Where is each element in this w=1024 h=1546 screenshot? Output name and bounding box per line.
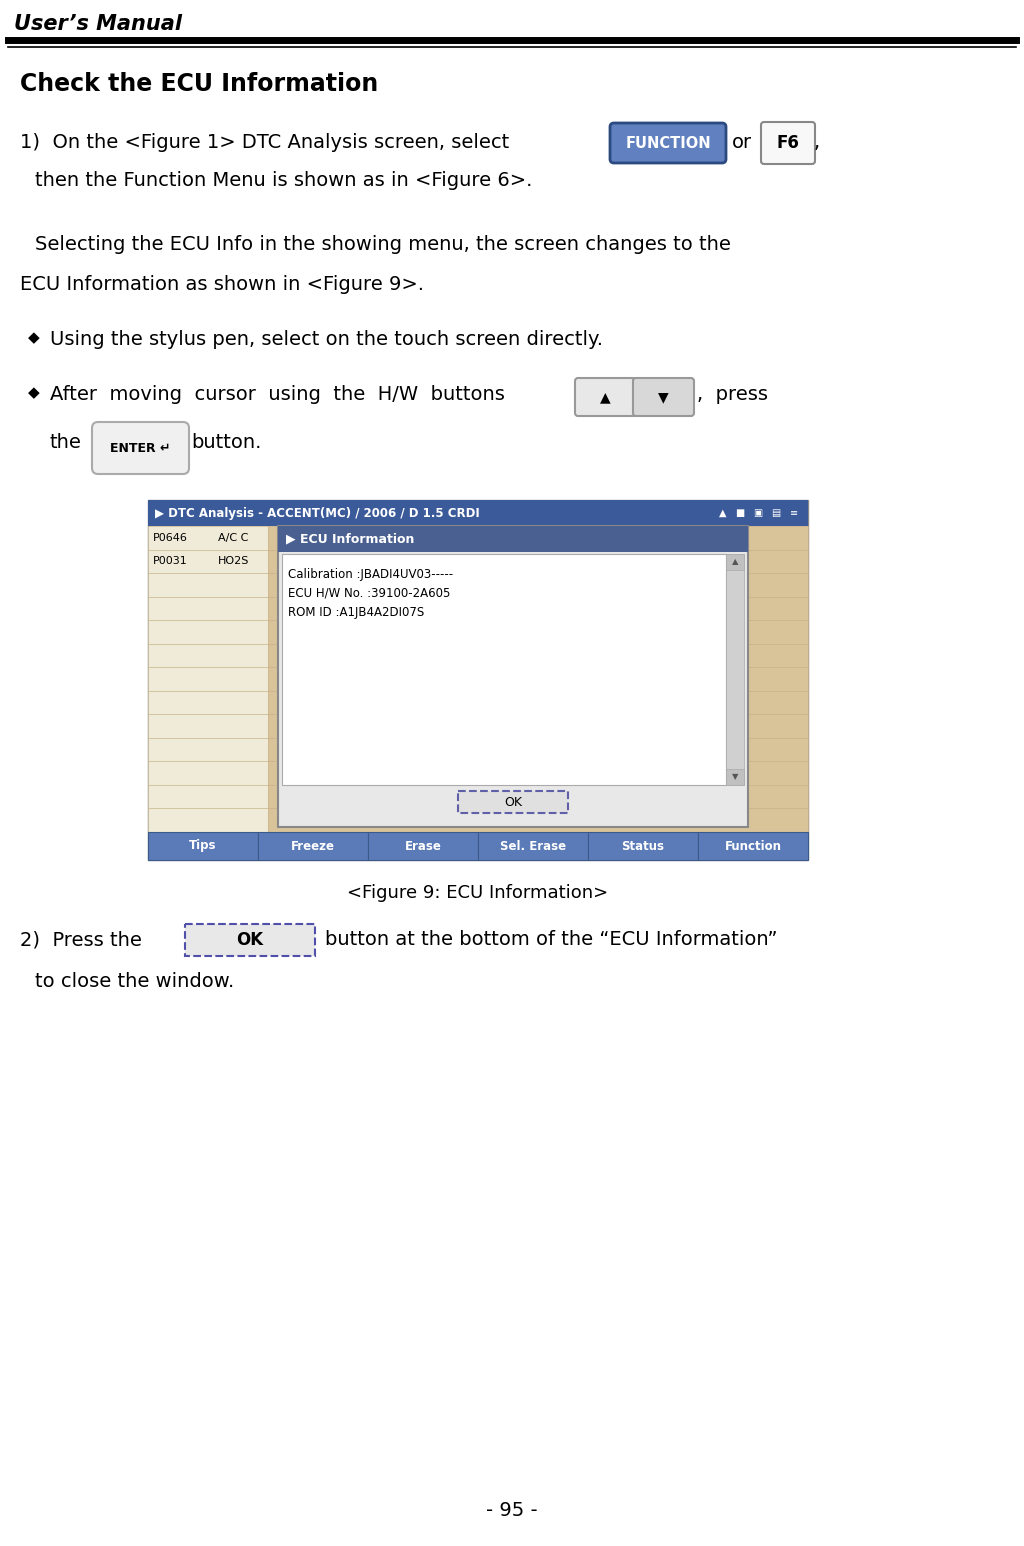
- Bar: [258, 832, 368, 860]
- Bar: [726, 768, 744, 785]
- Bar: [148, 643, 268, 668]
- Text: ≡: ≡: [790, 509, 798, 518]
- Text: Erase: Erase: [404, 839, 441, 852]
- FancyBboxPatch shape: [633, 379, 694, 416]
- Bar: [268, 574, 808, 597]
- FancyBboxPatch shape: [575, 379, 636, 416]
- Bar: [268, 620, 808, 643]
- Text: Check the ECU Information: Check the ECU Information: [20, 73, 378, 96]
- Text: P0031: P0031: [153, 557, 187, 566]
- Text: ▲: ▲: [719, 509, 726, 518]
- Bar: [148, 597, 268, 620]
- Text: ▣: ▣: [753, 509, 762, 518]
- Text: then the Function Menu is shown as in <Figure 6>.: then the Function Menu is shown as in <F…: [35, 172, 532, 190]
- Text: F6: F6: [776, 135, 800, 152]
- Bar: [268, 668, 808, 691]
- Text: Calibration :JBADI4UV03-----: Calibration :JBADI4UV03-----: [288, 567, 454, 581]
- Text: ◆: ◆: [28, 385, 40, 400]
- Text: Tips: Tips: [189, 839, 217, 852]
- Bar: [148, 691, 268, 714]
- Bar: [148, 574, 268, 597]
- Bar: [726, 553, 744, 570]
- Bar: [278, 526, 748, 827]
- Text: After  moving  cursor  using  the  H/W  buttons: After moving cursor using the H/W button…: [50, 385, 505, 404]
- Bar: [588, 832, 698, 860]
- Text: ▶ DTC Analysis - ACCENT(MC) / 2006 / D 1.5 CRDI: ▶ DTC Analysis - ACCENT(MC) / 2006 / D 1…: [155, 507, 480, 519]
- Text: ECU H/W No. :39100-2A605: ECU H/W No. :39100-2A605: [288, 587, 451, 600]
- Bar: [148, 785, 268, 809]
- Bar: [282, 553, 726, 785]
- Bar: [148, 714, 268, 737]
- Bar: [268, 785, 808, 809]
- Bar: [148, 832, 258, 860]
- FancyBboxPatch shape: [761, 122, 815, 164]
- Bar: [698, 832, 808, 860]
- Bar: [268, 549, 808, 574]
- Bar: [148, 809, 268, 832]
- Bar: [268, 761, 808, 785]
- Bar: [268, 809, 808, 832]
- Text: 1)  On the <Figure 1> DTC Analysis screen, select: 1) On the <Figure 1> DTC Analysis screen…: [20, 133, 509, 152]
- Bar: [268, 597, 808, 620]
- Text: <Figure 9: ECU Information>: <Figure 9: ECU Information>: [347, 884, 608, 901]
- Text: button.: button.: [191, 433, 261, 451]
- Text: ◆: ◆: [28, 329, 40, 345]
- Text: Selecting the ECU Info in the showing menu, the screen changes to the: Selecting the ECU Info in the showing me…: [35, 235, 731, 254]
- Text: Freeze: Freeze: [291, 839, 335, 852]
- Bar: [458, 792, 568, 813]
- Text: ▼: ▼: [732, 773, 738, 781]
- Text: HO2S: HO2S: [218, 557, 250, 566]
- Text: ■: ■: [735, 509, 744, 518]
- Bar: [726, 553, 744, 785]
- Bar: [268, 737, 808, 761]
- Bar: [148, 668, 268, 691]
- Bar: [268, 643, 808, 668]
- Bar: [268, 691, 808, 714]
- Bar: [148, 549, 268, 574]
- Text: OK: OK: [504, 796, 522, 809]
- Bar: [368, 832, 478, 860]
- Bar: [185, 925, 315, 955]
- Text: ROM ID :A1JB4A2DI07S: ROM ID :A1JB4A2DI07S: [288, 606, 424, 618]
- Text: Function: Function: [725, 839, 781, 852]
- Text: ▲: ▲: [600, 390, 610, 404]
- FancyBboxPatch shape: [92, 422, 189, 475]
- Bar: [268, 526, 808, 549]
- Bar: [148, 620, 268, 643]
- Text: the: the: [50, 433, 82, 451]
- Text: ▤: ▤: [771, 509, 780, 518]
- Bar: [148, 499, 808, 526]
- Text: P0646: P0646: [153, 533, 187, 543]
- Text: or: or: [732, 133, 752, 152]
- Bar: [478, 832, 588, 860]
- Bar: [148, 499, 808, 860]
- Text: button at the bottom of the “ECU Information”: button at the bottom of the “ECU Informa…: [325, 931, 777, 949]
- Bar: [278, 526, 748, 552]
- Text: to close the window.: to close the window.: [35, 972, 234, 991]
- Text: 2)  Press the: 2) Press the: [20, 931, 142, 949]
- Text: FUNCTION: FUNCTION: [626, 136, 711, 150]
- Text: User’s Manual: User’s Manual: [14, 14, 182, 34]
- Text: ▼: ▼: [658, 390, 669, 404]
- Text: ECU Information as shown in <Figure 9>.: ECU Information as shown in <Figure 9>.: [20, 275, 424, 294]
- Text: Sel. Erase: Sel. Erase: [500, 839, 566, 852]
- FancyBboxPatch shape: [610, 124, 726, 162]
- Text: Using the stylus pen, select on the touch screen directly.: Using the stylus pen, select on the touc…: [50, 329, 603, 349]
- Text: ,: ,: [814, 133, 820, 152]
- Text: ,  press: , press: [697, 385, 768, 404]
- Bar: [148, 526, 268, 549]
- Bar: [148, 761, 268, 785]
- Bar: [268, 714, 808, 737]
- Text: A/C C: A/C C: [218, 533, 249, 543]
- Text: OK: OK: [237, 931, 263, 949]
- Bar: [148, 737, 268, 761]
- Text: ▶ ECU Information: ▶ ECU Information: [286, 532, 415, 546]
- Text: ENTER ↵: ENTER ↵: [111, 442, 171, 455]
- Text: Status: Status: [622, 839, 665, 852]
- Text: - 95 -: - 95 -: [486, 1501, 538, 1520]
- Text: ▲: ▲: [732, 558, 738, 566]
